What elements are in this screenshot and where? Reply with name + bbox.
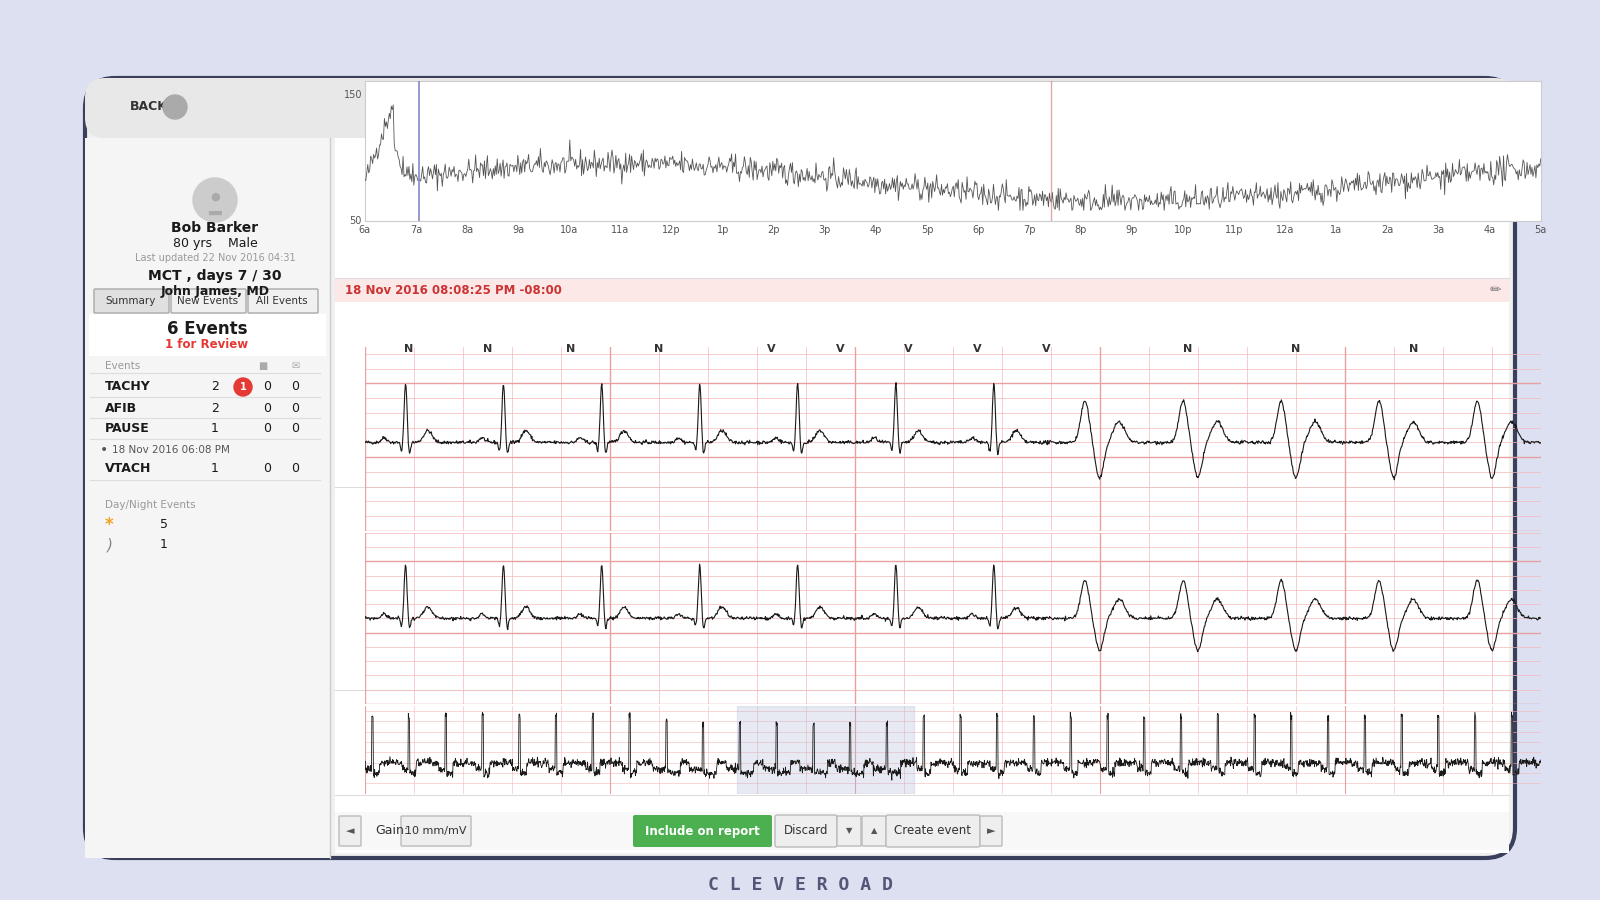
Text: 6 Events: 6 Events: [166, 320, 248, 338]
FancyBboxPatch shape: [85, 78, 1515, 138]
Text: ▼: ▼: [846, 826, 853, 835]
FancyBboxPatch shape: [774, 815, 837, 847]
Circle shape: [234, 378, 253, 396]
Text: N: N: [654, 344, 664, 354]
Text: •: •: [99, 443, 109, 457]
Text: V: V: [766, 344, 776, 354]
Text: All Events: All Events: [256, 296, 307, 306]
FancyBboxPatch shape: [85, 78, 1515, 858]
Text: *: *: [106, 516, 114, 534]
Text: V: V: [835, 344, 845, 354]
FancyBboxPatch shape: [339, 816, 362, 846]
Text: Discard: Discard: [784, 824, 829, 838]
Text: ): ): [107, 537, 114, 553]
Text: 1: 1: [240, 382, 246, 392]
Text: AFIB: AFIB: [106, 401, 138, 415]
Text: 5: 5: [160, 518, 168, 532]
FancyBboxPatch shape: [402, 816, 470, 846]
Text: 0: 0: [262, 401, 270, 415]
Text: 2: 2: [211, 381, 219, 393]
FancyBboxPatch shape: [334, 138, 1509, 853]
Text: TACHY: TACHY: [106, 381, 150, 393]
Text: ▲: ▲: [870, 826, 877, 835]
Text: 18 Nov 2016 06:08 PM: 18 Nov 2016 06:08 PM: [112, 445, 230, 455]
Text: ✏: ✏: [1490, 283, 1501, 297]
FancyBboxPatch shape: [634, 815, 771, 847]
Text: 0: 0: [291, 462, 299, 474]
FancyBboxPatch shape: [862, 816, 886, 846]
Text: N: N: [1408, 344, 1418, 354]
Text: 0: 0: [291, 422, 299, 436]
Text: 1: 1: [160, 538, 168, 552]
Text: ►: ►: [1478, 156, 1491, 174]
FancyBboxPatch shape: [334, 278, 1509, 302]
Text: ■: ■: [258, 361, 267, 371]
Text: Include on report: Include on report: [645, 824, 760, 838]
FancyBboxPatch shape: [248, 289, 318, 313]
FancyBboxPatch shape: [979, 816, 1002, 846]
Text: N: N: [1184, 344, 1192, 354]
Text: V: V: [1042, 344, 1050, 354]
Text: N: N: [1291, 344, 1301, 354]
Text: ▂: ▂: [208, 197, 221, 215]
FancyBboxPatch shape: [94, 289, 170, 313]
Text: VTACH: VTACH: [106, 462, 152, 474]
Text: Gain:: Gain:: [374, 824, 408, 838]
FancyBboxPatch shape: [90, 314, 326, 356]
Text: ◄: ◄: [1448, 156, 1462, 174]
Text: 80 yrs    Male: 80 yrs Male: [173, 237, 258, 249]
Text: 1: 1: [211, 422, 219, 436]
Text: ●: ●: [210, 192, 219, 202]
Text: N: N: [483, 344, 491, 354]
Text: Bob Barker: Bob Barker: [171, 221, 259, 235]
Text: New Events: New Events: [178, 296, 238, 306]
Circle shape: [194, 178, 237, 222]
Bar: [738, 706, 914, 794]
Text: 1: 1: [211, 462, 219, 474]
Text: 0: 0: [291, 401, 299, 415]
Text: N: N: [566, 344, 576, 354]
Text: Last updated 22 Nov 2016 04:31: Last updated 22 Nov 2016 04:31: [134, 253, 296, 263]
Text: Create event: Create event: [894, 824, 971, 838]
Text: V: V: [973, 344, 982, 354]
Text: John James, MD: John James, MD: [160, 284, 269, 298]
Text: 18 Nov 2016: 18 Nov 2016: [1414, 143, 1490, 157]
Text: 1 for Review: 1 for Review: [165, 338, 248, 352]
Text: ✉: ✉: [291, 361, 299, 371]
FancyBboxPatch shape: [886, 815, 979, 847]
Text: ⚙: ⚙: [1472, 97, 1488, 116]
Text: 0: 0: [291, 381, 299, 393]
Text: Summary: Summary: [106, 296, 157, 306]
Text: 0: 0: [262, 462, 270, 474]
Text: Events: Events: [106, 361, 141, 371]
Text: 0: 0: [262, 422, 270, 436]
Text: 10 mm/mV: 10 mm/mV: [405, 826, 467, 836]
Text: ✉ MESSAGES: ✉ MESSAGES: [1370, 101, 1461, 113]
Text: C L E V E R O A D: C L E V E R O A D: [707, 876, 893, 894]
Text: V: V: [904, 344, 914, 354]
Text: N: N: [405, 344, 413, 354]
Circle shape: [163, 95, 187, 119]
FancyBboxPatch shape: [837, 816, 861, 846]
Text: PAUSE: PAUSE: [106, 422, 150, 436]
Text: ◄: ◄: [346, 826, 354, 836]
Text: 18 Nov 2016 08:08:25 PM -08:00: 18 Nov 2016 08:08:25 PM -08:00: [346, 284, 562, 296]
Text: 0: 0: [262, 381, 270, 393]
Text: 2: 2: [211, 401, 219, 415]
Text: MCT , days 7 / 30: MCT , days 7 / 30: [149, 269, 282, 283]
FancyBboxPatch shape: [334, 812, 1509, 850]
FancyBboxPatch shape: [171, 289, 246, 313]
Text: BACK: BACK: [130, 101, 168, 113]
Text: Day/Night Events: Day/Night Events: [106, 500, 195, 510]
Text: ►: ►: [987, 826, 995, 836]
FancyBboxPatch shape: [85, 138, 330, 858]
